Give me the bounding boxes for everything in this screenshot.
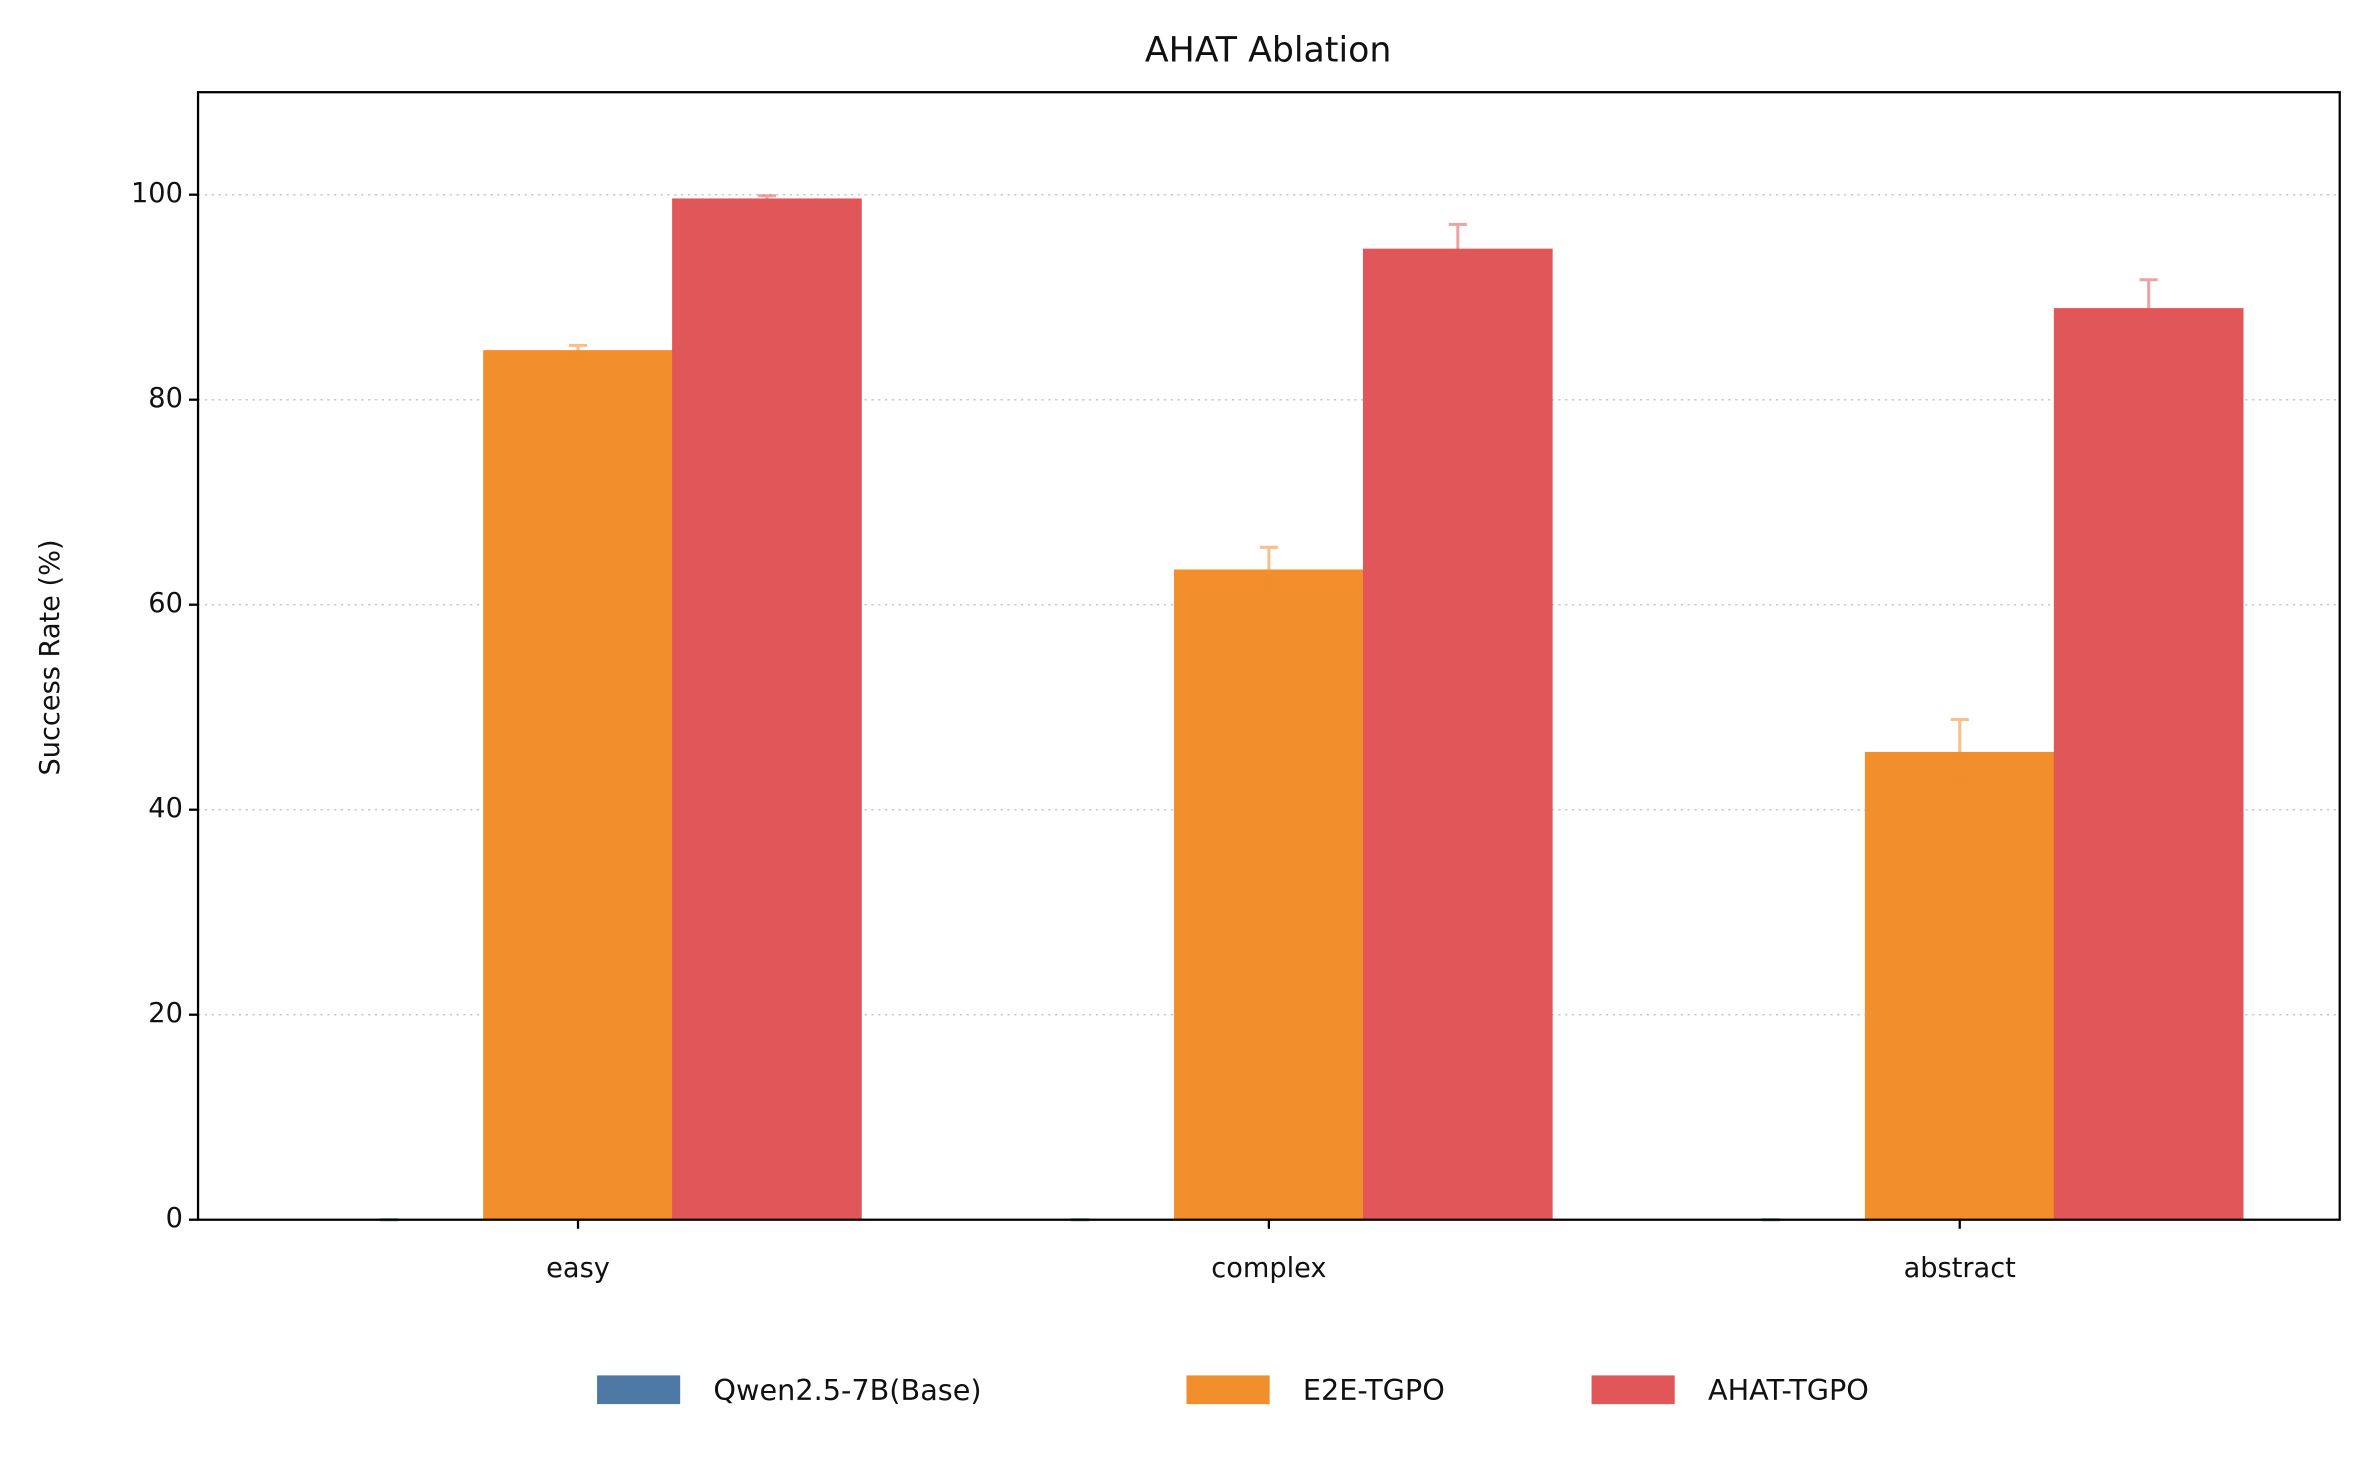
y-tick-label: 20 <box>148 998 183 1029</box>
y-tick-label: 60 <box>148 588 183 619</box>
error-bar <box>757 194 777 204</box>
bar <box>1362 248 1553 1221</box>
legend-swatch <box>1186 1375 1270 1405</box>
error-bar <box>1448 222 1467 276</box>
legend-label: Qwen2.5-7B(Base) <box>713 1373 981 1407</box>
y-tick-label: 0 <box>166 1203 183 1234</box>
error-bar <box>1950 717 1969 787</box>
error-bar <box>568 343 588 358</box>
bar <box>672 198 862 1221</box>
plot-frame <box>196 91 2341 1221</box>
error-bar <box>2139 278 2158 339</box>
chart-title: AHAT Ablation <box>1145 30 1392 70</box>
y-tick-label: 40 <box>148 793 183 824</box>
legend-swatch <box>597 1375 681 1405</box>
legend-swatch <box>1591 1375 1675 1405</box>
x-tick-label: easy <box>546 1253 610 1284</box>
bar <box>483 350 673 1221</box>
y-tick-label: 80 <box>148 383 183 414</box>
bar <box>1864 751 2055 1221</box>
y-tick-label: 100 <box>131 178 183 209</box>
x-tick-label: complex <box>1211 1253 1326 1284</box>
error-bar <box>1259 545 1278 594</box>
y-axis-label: Success Rate (%) <box>35 539 66 775</box>
bar <box>2053 308 2244 1221</box>
legend-label: E2E-TGPO <box>1303 1373 1445 1407</box>
legend-label: AHAT-TGPO <box>1708 1373 1869 1407</box>
bar <box>1174 569 1364 1221</box>
x-tick-label: abstract <box>1904 1253 2017 1284</box>
